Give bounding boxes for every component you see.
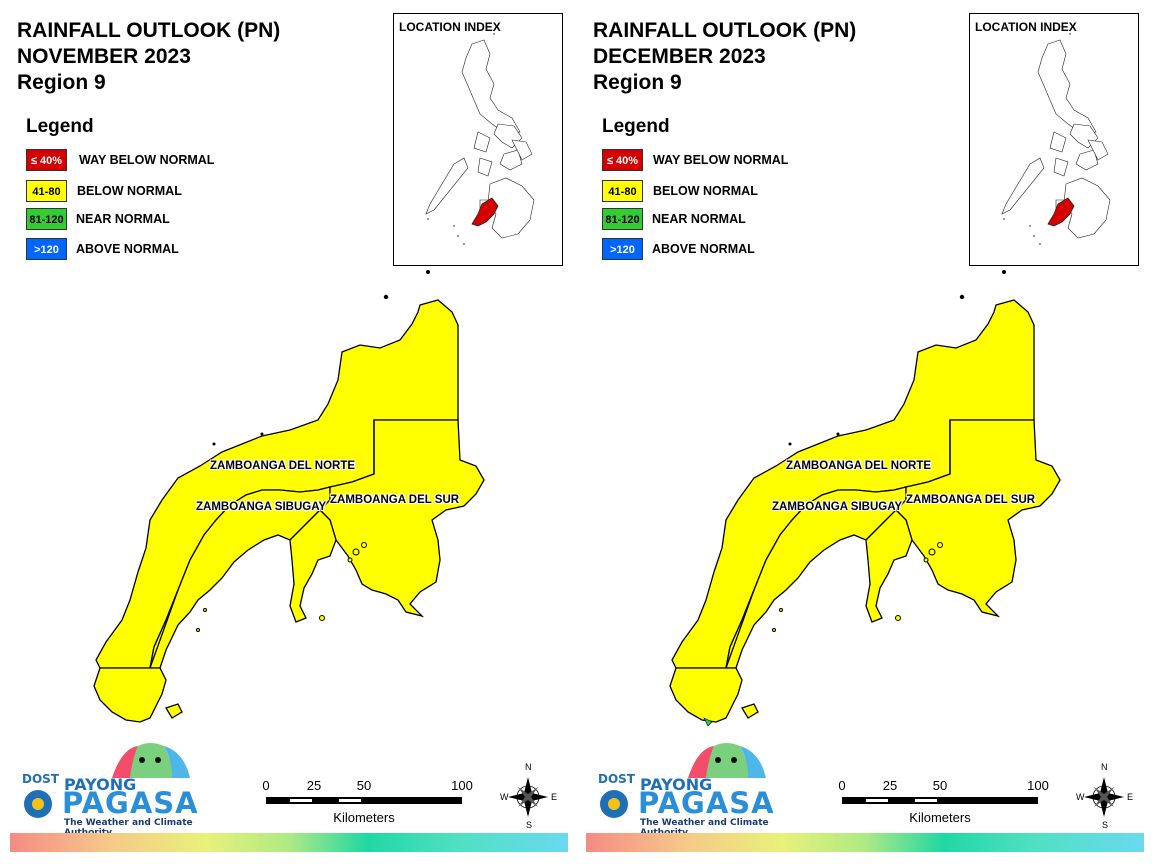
inset-title: LOCATION INDEX (399, 20, 501, 34)
payong-pagasa-logo: DOST PAYONG PAGASA The Weather and Clima… (590, 742, 790, 838)
december-panel: RAINFALL OUTLOOK (PN) DECEMBER 2023 Regi… (576, 0, 1152, 864)
title-line-2: DECEMBER 2023 (593, 45, 766, 68)
legend-label: BELOW NORMAL (77, 184, 182, 198)
legend-label: WAY BELOW NORMAL (653, 153, 789, 167)
zamboanga-sibugay-east-shape (289, 509, 337, 623)
legend-swatch: ≤ 40% (602, 149, 643, 171)
legend-swatch: 81-120 (602, 208, 643, 230)
title-line-1: RAINFALL OUTLOOK (PN) (17, 19, 281, 42)
scale-bar-graphic (266, 797, 462, 804)
scale-tick: 25 (306, 778, 322, 793)
title-line-2: NOVEMBER 2023 (17, 45, 191, 68)
payong-pagasa-logo: DOST PAYONG PAGASA The Weather and Clima… (14, 742, 214, 838)
umbrella-icon (600, 743, 766, 818)
province-label: ZAMBOANGA DEL NORTE (786, 460, 932, 472)
province-label: ZAMBOANGA SIBUGAY (196, 501, 327, 513)
scale-tick: 100 (1027, 778, 1049, 793)
dost-text: DOST (22, 772, 59, 786)
compass-rose-icon: N E S W (1073, 762, 1134, 830)
inset-title: LOCATION INDEX (975, 20, 1077, 34)
scale-bar-graphic (842, 797, 1038, 804)
zamboanga-sibugay-east-shape (865, 509, 913, 623)
compass-e: E (551, 792, 558, 802)
philippines-outline-icon (1001, 27, 1111, 245)
region9-highlight (471, 197, 499, 227)
legend-swatch: 41-80 (602, 180, 643, 202)
scale-bar: 0 25 50 100 Kilometers (258, 778, 478, 828)
compass-s: S (1102, 820, 1109, 830)
title-line-1: RAINFALL OUTLOOK (PN) (593, 19, 857, 42)
payong-text: PAYONG (640, 775, 713, 794)
legend-label: ABOVE NORMAL (652, 242, 755, 256)
scale-unit: Kilometers (909, 810, 971, 825)
philippines-outline-icon (425, 27, 535, 245)
scale-unit: Kilometers (333, 810, 395, 825)
compass-s: S (526, 820, 533, 830)
scale-tick: 100 (451, 778, 473, 793)
scale-tick: 25 (882, 778, 898, 793)
legend-label: NEAR NORMAL (76, 212, 170, 226)
compass-rose-icon: N E S W (497, 762, 558, 830)
region9-highlight (1047, 197, 1075, 227)
compass-w: W (1076, 792, 1085, 802)
legend-title: Legend (602, 116, 670, 137)
scale-tick: 0 (262, 778, 270, 793)
title-line-3: Region 9 (17, 71, 106, 94)
payong-text: PAYONG (64, 775, 137, 794)
province-label: ZAMBOANGA DEL SUR (906, 494, 1036, 506)
legend-swatch: >120 (26, 238, 67, 260)
compass-w: W (500, 792, 509, 802)
legend-label: BELOW NORMAL (653, 184, 758, 198)
gradient-footer-bar (586, 833, 1144, 852)
peninsula-south-shape (93, 667, 167, 723)
umbrella-icon (24, 743, 190, 818)
island-south (165, 703, 183, 719)
legend-title: Legend (26, 116, 94, 137)
legend-swatch: 41-80 (26, 180, 67, 202)
pagasa-text: PAGASA (62, 786, 199, 820)
compass-e: E (1127, 792, 1134, 802)
legend-swatch: >120 (602, 238, 643, 260)
title-line-3: Region 9 (593, 71, 682, 94)
island-south (741, 703, 759, 719)
region9-map (669, 270, 1061, 727)
map-title: RAINFALL OUTLOOK (PN) DECEMBER 2023 Regi… (593, 18, 856, 96)
legend-label: NEAR NORMAL (652, 212, 746, 226)
scale-tick: 50 (932, 778, 948, 793)
zamboanga-del-sur-shape (895, 419, 1061, 618)
province-label: ZAMBOANGA SIBUGAY (772, 501, 903, 513)
zamboanga-del-sur-shape (319, 419, 485, 618)
legend-label: WAY BELOW NORMAL (79, 153, 215, 167)
november-panel: RAINFALL OUTLOOK (PN) NOVEMBER 2023 Regi… (10, 13, 568, 852)
compass-n: N (525, 762, 532, 772)
peninsula-south-shape (669, 667, 743, 723)
province-label: ZAMBOANGA DEL SUR (330, 494, 460, 506)
location-index-inset: LOCATION INDEX (969, 13, 1139, 266)
province-label: ZAMBOANGA DEL NORTE (210, 460, 356, 472)
near-normal-patch (703, 717, 713, 727)
scale-tick: 50 (356, 778, 372, 793)
legend-swatch: ≤ 40% (26, 149, 67, 171)
location-index-inset: LOCATION INDEX (393, 13, 563, 266)
map-title: RAINFALL OUTLOOK (PN) NOVEMBER 2023 Regi… (17, 18, 280, 96)
scale-bar: 0 25 50 100 Kilometers (834, 778, 1054, 828)
pagasa-text: PAGASA (638, 786, 775, 820)
dost-text: DOST (598, 772, 635, 786)
legend-label: ABOVE NORMAL (76, 242, 179, 256)
gradient-footer-bar (10, 833, 568, 852)
compass-n: N (1101, 762, 1108, 772)
legend-swatch: 81-120 (26, 208, 67, 230)
scale-tick: 0 (838, 778, 846, 793)
region9-map (93, 270, 485, 723)
